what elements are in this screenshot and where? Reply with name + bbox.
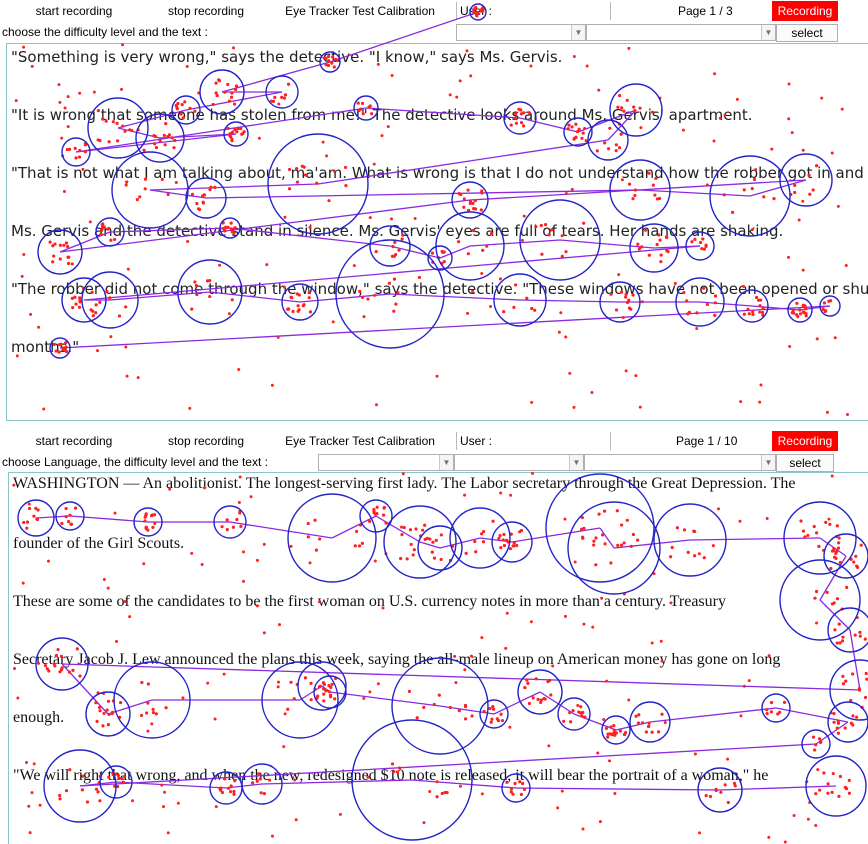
language-select[interactable]: ▼ (318, 454, 454, 471)
start-recording-button[interactable]: start recording (0, 432, 149, 450)
chevron-down-icon: ▼ (569, 455, 583, 470)
reading-text-area: WASHINGTON — An abolitionist. The longes… (8, 472, 868, 844)
panel-divider (0, 422, 868, 430)
selection-row: choose the difficulty level and the text… (0, 22, 868, 42)
select-button[interactable]: select (776, 24, 838, 42)
text-line: "That is not what I am talking about, ma… (11, 164, 868, 182)
text-line: Secretary Jacob J. Lew announced the pla… (13, 651, 781, 668)
select-button[interactable]: select (776, 454, 834, 472)
text-line: "Something is very wrong," says the dete… (11, 48, 563, 66)
chevron-down-icon: ▼ (761, 25, 775, 40)
calibration-button[interactable]: Eye Tracker Test Calibration (264, 432, 457, 450)
recording-indicator: Recording (772, 431, 838, 451)
text-line: "We will right that wrong, and when the … (13, 767, 769, 784)
text-line: These are some of the candidates to be t… (13, 593, 726, 610)
difficulty-select[interactable]: ▼ (456, 24, 586, 41)
page-indicator: Page 1 / 3 (678, 4, 733, 18)
stop-recording-button[interactable]: stop recording (148, 432, 265, 450)
user-label: User : (456, 432, 611, 450)
text-line: months." (11, 338, 80, 356)
eye-tracker-panel-top: start recording stop recording Eye Track… (0, 0, 868, 422)
eye-tracker-panel-bottom: start recording stop recording Eye Track… (0, 430, 868, 844)
chevron-down-icon: ▼ (439, 455, 453, 470)
difficulty-select[interactable]: ▼ (454, 454, 584, 471)
chevron-down-icon: ▼ (571, 25, 585, 40)
selection-hint: choose Language, the difficulty level an… (2, 455, 268, 469)
reading-text-area: "Something is very wrong," says the dete… (6, 43, 868, 421)
recording-indicator: Recording (772, 1, 838, 21)
text-line: "It is wrong that someone has stolen fro… (11, 106, 753, 124)
text-line: Ms. Gervis and the detective stand in si… (11, 222, 784, 240)
text-line: enough. (13, 709, 65, 726)
start-recording-button[interactable]: start recording (0, 2, 149, 20)
text-select[interactable]: ▼ (584, 454, 776, 471)
text-line: "The robber did not come through the win… (11, 280, 868, 298)
text-line: WASHINGTON — An abolitionist. The longes… (13, 475, 796, 492)
text-line: founder of the Girl Scouts. (13, 535, 185, 552)
toolbar: start recording stop recording Eye Track… (0, 430, 868, 452)
toolbar: start recording stop recording Eye Track… (0, 0, 868, 22)
chevron-down-icon: ▼ (761, 455, 775, 470)
text-select[interactable]: ▼ (586, 24, 776, 41)
user-label: User : (456, 2, 611, 20)
page-indicator: Page 1 / 10 (676, 434, 738, 448)
selection-hint: choose the difficulty level and the text… (2, 25, 208, 39)
stop-recording-button[interactable]: stop recording (148, 2, 265, 20)
selection-row: choose Language, the difficulty level an… (0, 452, 868, 472)
calibration-button[interactable]: Eye Tracker Test Calibration (264, 2, 457, 20)
